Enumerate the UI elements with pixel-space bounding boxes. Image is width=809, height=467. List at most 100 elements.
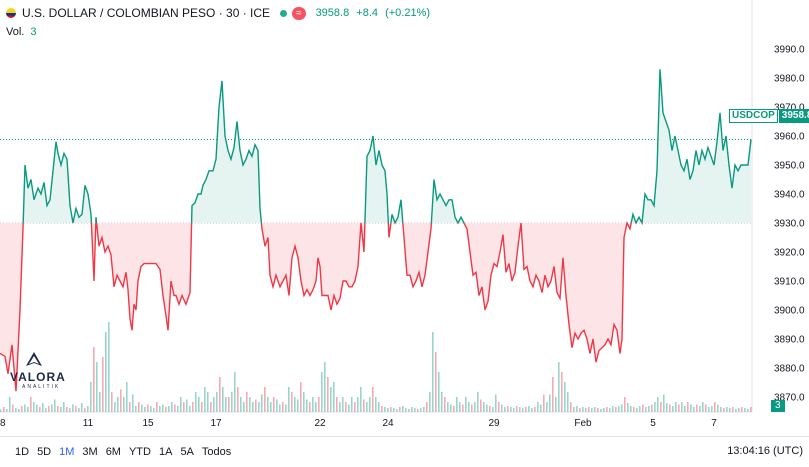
volume-bar bbox=[561, 372, 563, 412]
volume-bar bbox=[357, 397, 359, 412]
volume-bar bbox=[111, 392, 113, 412]
volume-bar bbox=[726, 407, 728, 412]
volume-bar bbox=[417, 409, 419, 412]
volume-bar bbox=[102, 357, 104, 412]
y-tick-label: 3890.0 bbox=[774, 335, 805, 346]
range-button-1m[interactable]: 1M bbox=[59, 446, 75, 458]
area-below-baseline bbox=[0, 223, 751, 392]
volume-bar bbox=[12, 404, 14, 412]
volume-bar bbox=[120, 389, 122, 412]
volume-bar bbox=[333, 382, 335, 412]
price-tag: 3958.8 bbox=[778, 109, 809, 123]
volume-bar bbox=[348, 404, 350, 412]
volume-bar bbox=[510, 407, 512, 412]
volume-bar bbox=[117, 397, 119, 412]
range-button-1a[interactable]: 1A bbox=[158, 446, 173, 458]
volume-bar bbox=[693, 407, 695, 412]
price-change-percent: (+0.21%) bbox=[385, 7, 431, 19]
range-button-6m[interactable]: 6M bbox=[105, 446, 121, 458]
x-tick-label: 22 bbox=[314, 418, 326, 429]
volume-bar bbox=[468, 402, 470, 412]
volume-bar bbox=[51, 404, 53, 412]
range-button-3m[interactable]: 3M bbox=[82, 446, 98, 458]
delayed-data-icon[interactable]: ≈ bbox=[292, 6, 306, 20]
volume-bar bbox=[141, 404, 143, 412]
volume-bar bbox=[213, 397, 215, 412]
range-button-todos[interactable]: Todos bbox=[201, 446, 232, 458]
range-button-5a[interactable]: 5A bbox=[180, 446, 194, 458]
volume-bar bbox=[360, 387, 362, 412]
volume-bar bbox=[249, 397, 251, 412]
volume-bar bbox=[72, 404, 74, 412]
volume-bar bbox=[327, 377, 329, 412]
volume-bar bbox=[540, 404, 542, 412]
chart-legend: U.S. DOLLAR / COLOMBIAN PESO · 30 · ICE … bbox=[6, 6, 434, 20]
volume-bar bbox=[153, 408, 155, 412]
volume-bar bbox=[378, 402, 380, 412]
volume-bar bbox=[207, 392, 209, 412]
volume-bar bbox=[186, 399, 188, 412]
volume-bar bbox=[573, 407, 575, 412]
volume-bar bbox=[441, 392, 443, 412]
volume-bar bbox=[288, 387, 290, 412]
range-button-5d[interactable]: 5D bbox=[37, 446, 52, 458]
volume-value: 3 bbox=[30, 26, 37, 38]
market-status-icon[interactable] bbox=[280, 9, 288, 17]
range-buttons: 1D 5D 1M 3M 6M YTD 1A 5A Todos bbox=[11, 446, 235, 458]
volume-bar bbox=[252, 402, 254, 412]
y-tick-label: 3990.0 bbox=[774, 45, 805, 56]
volume-bar bbox=[438, 372, 440, 412]
volume-bar bbox=[411, 407, 413, 412]
volume-bar bbox=[471, 404, 473, 412]
volume-bar bbox=[180, 397, 182, 412]
volume-bar bbox=[708, 407, 710, 412]
symbol-title[interactable]: U.S. DOLLAR / COLOMBIAN PESO · 30 · ICE bbox=[22, 6, 271, 20]
volume-bar bbox=[702, 402, 704, 412]
volume-bar bbox=[750, 407, 752, 412]
volume-bar bbox=[312, 397, 314, 412]
clock[interactable]: 13:04:16 (UTC) bbox=[727, 445, 803, 457]
price-chart[interactable]: 3870.0 3880.0 3890.0 3900.0 3910.0 3920.0 3930… bbox=[0, 0, 809, 436]
volume-bar bbox=[159, 406, 161, 412]
logo-subtitle: ANALITIK bbox=[22, 384, 61, 390]
volume-bar bbox=[402, 406, 404, 412]
volume-bar bbox=[735, 409, 737, 412]
volume-bar bbox=[303, 392, 305, 412]
range-button-ytd[interactable]: YTD bbox=[128, 446, 151, 458]
volume-bar bbox=[399, 407, 401, 412]
volume-bar bbox=[603, 408, 605, 412]
volume-bar bbox=[420, 408, 422, 412]
y-tick-label: 3920.0 bbox=[774, 248, 805, 259]
x-tick-label: 11 bbox=[83, 418, 94, 429]
volume-bar bbox=[114, 402, 116, 412]
range-button-1d[interactable]: 1D bbox=[15, 446, 30, 458]
volume-bar bbox=[222, 387, 224, 412]
y-tick-label: 3960.0 bbox=[774, 132, 805, 143]
volume-bar bbox=[450, 404, 452, 412]
volume-bar bbox=[384, 407, 386, 412]
volume-bar bbox=[183, 402, 185, 412]
x-tick-label: 17 bbox=[210, 418, 222, 429]
volume-bar bbox=[729, 408, 731, 412]
volume-bar bbox=[15, 408, 17, 412]
chart-canvas[interactable]: 3870.0 3880.0 3890.0 3900.0 3910.0 3920.0 3930… bbox=[0, 0, 809, 436]
volume-bar bbox=[324, 362, 326, 412]
volume-bar bbox=[576, 406, 578, 412]
volume-bar bbox=[156, 402, 158, 412]
volume-bar bbox=[552, 377, 554, 412]
volume-bar bbox=[594, 407, 596, 412]
volume-bar bbox=[738, 408, 740, 412]
volume-bar bbox=[9, 397, 11, 412]
volume-bar bbox=[285, 404, 287, 412]
volume-bar bbox=[216, 392, 218, 412]
volume-bar bbox=[405, 408, 407, 412]
volume-bar bbox=[204, 387, 206, 412]
volume-bar bbox=[381, 406, 383, 412]
volume-bar bbox=[294, 397, 296, 412]
volume-bar bbox=[264, 387, 266, 412]
volume-bar bbox=[555, 397, 557, 412]
last-price: 3958.8 bbox=[315, 7, 350, 19]
y-tick-label: 3950.0 bbox=[774, 161, 805, 172]
volume-bar bbox=[315, 402, 317, 412]
y-tick-label: 3910.0 bbox=[774, 277, 805, 288]
